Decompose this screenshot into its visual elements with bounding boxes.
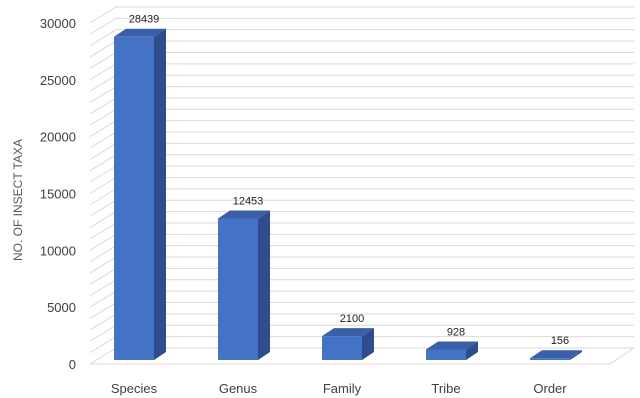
bar-top	[530, 350, 582, 359]
gridline-diagonal	[89, 97, 117, 115]
gridline-diagonal	[89, 279, 117, 297]
x-tick-label: Order	[533, 381, 567, 396]
floor-edge-right	[609, 347, 635, 365]
gridline-diagonal	[89, 165, 117, 183]
data-label: 12453	[233, 195, 264, 207]
y-tick-label: 10000	[40, 243, 76, 258]
gridline-diagonal	[89, 177, 117, 194]
y-axis-title: NO. OF INSECT TAXA	[11, 139, 25, 261]
gridline-diagonal	[89, 17, 117, 35]
gridline-diagonal	[89, 336, 117, 354]
y-tick-label: 20000	[40, 130, 76, 145]
y-tick-label: 15000	[40, 187, 76, 202]
gridline-diagonal	[89, 120, 117, 138]
x-tick-label: Tribe	[431, 381, 460, 396]
data-label: 28439	[129, 14, 160, 26]
y-tick-label: 0	[69, 357, 76, 372]
bars	[114, 28, 582, 360]
y-tick-label: 25000	[40, 73, 76, 88]
gridline-diagonal	[89, 199, 117, 217]
gridline-diagonal	[89, 188, 117, 206]
gridline-diagonal	[89, 63, 117, 81]
gridline-diagonal	[89, 290, 117, 308]
bar-side	[258, 210, 270, 360]
x-tick-label: Family	[323, 381, 362, 396]
data-label: 928	[447, 326, 465, 338]
bar	[530, 358, 570, 360]
bar	[218, 218, 258, 360]
gridline-diagonal	[89, 211, 117, 229]
bar-side	[362, 328, 374, 360]
y-tick-label: 5000	[47, 300, 76, 315]
bar-side	[466, 341, 478, 360]
x-tick-label: Species	[111, 381, 158, 396]
gridline-diagonal	[89, 74, 117, 92]
gridline-diagonal	[89, 233, 117, 251]
data-label: 2100	[340, 313, 364, 325]
gridline-diagonal	[89, 6, 117, 24]
gridline-diagonal	[89, 347, 117, 365]
gridline-diagonal	[89, 131, 117, 149]
gridline-diagonal	[89, 245, 117, 263]
gridline-diagonal	[89, 313, 117, 331]
bar-top	[218, 210, 270, 219]
gridline-diagonal	[89, 222, 117, 240]
gridline-diagonal	[89, 302, 117, 319]
gridlines	[89, 6, 635, 365]
gridline-diagonal	[89, 108, 117, 126]
gridline-diagonal	[89, 52, 117, 69]
gridline-diagonal	[89, 324, 117, 342]
gridline-diagonal	[89, 268, 117, 285]
data-label: 156	[551, 335, 569, 347]
bar	[322, 336, 362, 360]
bar-side	[154, 28, 166, 360]
bar-top	[426, 341, 478, 350]
bar	[426, 349, 466, 360]
x-tick-label: Genus	[219, 381, 258, 396]
bar-side	[570, 350, 582, 360]
labels: 0 5000 10000 15000 20000 25000 30000 28439 Speci…	[40, 14, 569, 396]
gridline-diagonal	[89, 154, 117, 172]
gridline-diagonal	[89, 29, 117, 47]
gridline-diagonal	[89, 142, 117, 160]
gridline-diagonal	[89, 256, 117, 274]
gridline-diagonal	[89, 86, 117, 103]
bar-top	[114, 28, 166, 37]
bar-top	[322, 328, 374, 337]
gridline-diagonal	[89, 40, 117, 58]
bar	[114, 36, 154, 360]
y-tick-label: 30000	[40, 16, 76, 31]
